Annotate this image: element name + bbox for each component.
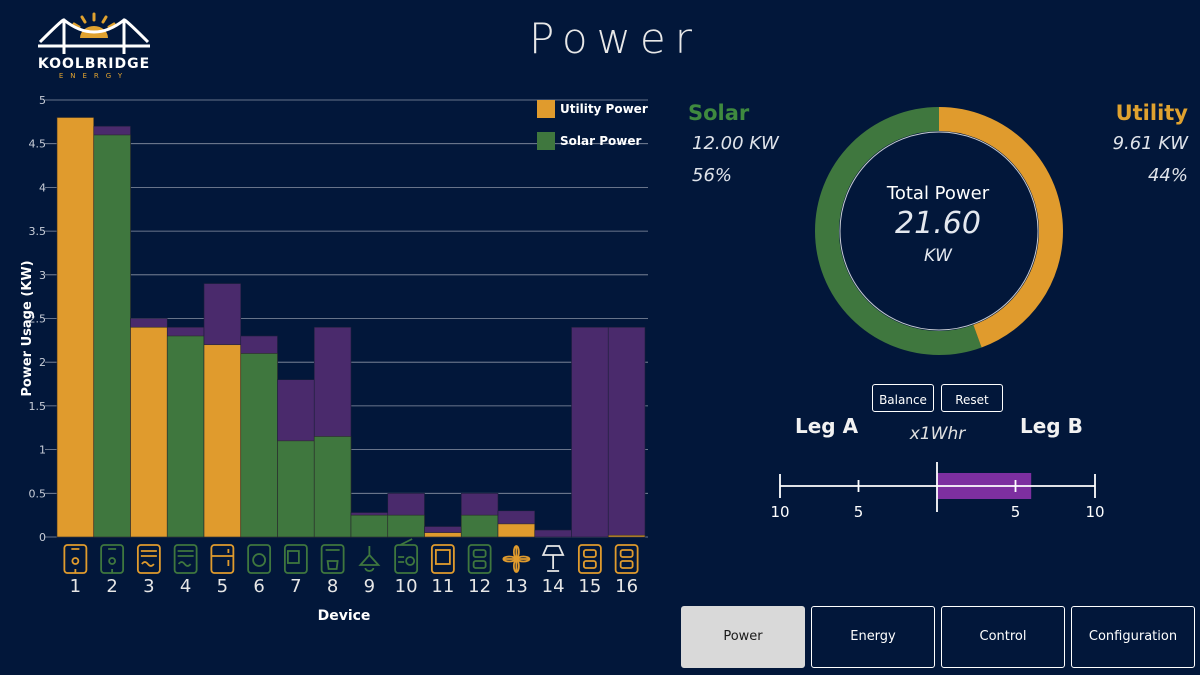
y-tick-label: 3.5: [29, 225, 47, 238]
x-tick-label: 16: [615, 576, 638, 597]
y-tick-label: 1.5: [29, 400, 47, 413]
legend-swatch-0: [537, 100, 555, 118]
utility-label: Utility: [1115, 101, 1188, 125]
leg-a-label: Leg A: [795, 414, 859, 438]
leg-scale-label: 5: [854, 503, 864, 521]
outlet-icon: [577, 544, 602, 574]
refrigerator-icon: [210, 544, 235, 574]
bar-device-15-other: [571, 326, 609, 538]
x-tick-label: 15: [578, 576, 601, 597]
television-icon: [430, 544, 455, 574]
y-tick-label: 2: [39, 356, 46, 369]
x-tick-label: 10: [395, 576, 418, 597]
x-tick-label: 4: [180, 576, 191, 597]
solar-kw: 12.00 KW: [692, 133, 779, 154]
x-tick-label: 13: [505, 576, 528, 597]
outlet-icon: [614, 544, 639, 574]
x-tick-label: 7: [290, 576, 301, 597]
bar-device-4-solar: [166, 335, 205, 538]
leg-scale-label: 10: [770, 503, 789, 521]
total-power-label: Total Power: [886, 183, 990, 204]
water-heater-icon: [63, 544, 88, 574]
y-tick-label: 3: [39, 269, 46, 282]
bar-device-8-solar: [313, 436, 352, 538]
y-tick-label: 4.5: [29, 138, 47, 151]
utility-pct: 44%: [1147, 165, 1188, 186]
nav-power-button[interactable]: Power: [681, 606, 805, 668]
radio-icon: [394, 538, 419, 574]
bar-device-11-utility: [424, 532, 462, 538]
outlet-icon: [467, 544, 492, 574]
bar-device-13-utility: [497, 523, 536, 538]
x-tick-label: 1: [70, 576, 81, 597]
bar-device-16-other: [607, 326, 646, 538]
utility-kw: 9.61 KW: [1112, 133, 1188, 154]
x-tick-label: 3: [143, 576, 154, 597]
washer-icon: [247, 544, 272, 574]
x-tick-label: 9: [364, 576, 375, 597]
coffee-maker-icon: [320, 544, 345, 574]
page-title: Power: [529, 14, 701, 63]
microwave-icon: [283, 544, 308, 574]
y-tick-label: 0.5: [29, 487, 47, 500]
bar-device-5-utility: [203, 344, 242, 538]
bar-device-3-utility: [130, 326, 168, 538]
ceiling-light-icon: [358, 546, 381, 572]
reset-button[interactable]: Reset: [941, 384, 1003, 412]
bar-device-16-utility: [607, 534, 646, 538]
nav-configuration-button[interactable]: Configuration: [1071, 606, 1195, 668]
legend-label-1: Solar Power: [560, 134, 641, 148]
lamp-icon: [541, 545, 565, 572]
bar-device-2-solar: [93, 134, 131, 538]
donut-inner-ring: [839, 131, 1039, 331]
x-tick-label: 2: [106, 576, 117, 597]
x-tick-label: 8: [327, 576, 338, 597]
bar-device-12-solar: [460, 514, 499, 538]
bar-device-10-solar: [387, 514, 425, 538]
x-axis-label: Device: [318, 608, 371, 624]
bar-device-6-solar: [240, 353, 278, 538]
nav-control-button[interactable]: Control: [941, 606, 1065, 668]
x-tick-label: 5: [217, 576, 228, 597]
x-tick-label: 12: [468, 576, 491, 597]
y-tick-label: 1: [39, 444, 46, 457]
legend-swatch-1: [537, 132, 555, 150]
total-power-unit: KW: [924, 246, 952, 266]
nav-energy-button[interactable]: Energy: [811, 606, 935, 668]
y-tick-label: 0: [39, 531, 46, 544]
solar-label: Solar: [688, 101, 750, 125]
logo-subtitle: ENERGY: [58, 72, 130, 80]
bar-device-14-other: [534, 529, 572, 538]
y-tick-label: 2.5: [29, 313, 47, 326]
x-tick-label: 11: [431, 576, 454, 597]
bar-device-9-solar: [350, 514, 389, 538]
bar-device-7-solar: [277, 440, 315, 538]
logo-name: KOOLBRIDGE: [37, 56, 151, 72]
fan-icon: [502, 545, 531, 573]
total-power-value: 21.60: [895, 206, 981, 241]
x-tick-label: 6: [253, 576, 264, 597]
leg-scale-label: 5: [1011, 503, 1021, 521]
solar-pct: 56%: [692, 165, 733, 186]
legend-label-0: Utility Power: [560, 102, 648, 116]
air-conditioner-icon: [136, 544, 161, 574]
leg-balance-bar: 10 5 5 10: [770, 462, 1105, 521]
y-axis-label: Power Usage (KW): [20, 260, 35, 396]
bridge-sun-icon: [38, 12, 150, 54]
y-tick-label: 4: [39, 181, 46, 194]
balance-button[interactable]: Balance: [872, 384, 934, 412]
total-power-donut: [815, 107, 1063, 355]
y-tick-label: 5: [39, 94, 46, 107]
leg-b-label: Leg B: [1020, 414, 1083, 438]
koolbridge-logo: KOOLBRIDGE ENERGY: [36, 8, 152, 80]
water-heater-icon: [100, 544, 125, 574]
air-conditioner-icon: [173, 544, 198, 574]
x-tick-label: 14: [542, 576, 565, 597]
leg-unit: x1Whr: [909, 424, 966, 444]
leg-scale-label: 10: [1085, 503, 1104, 521]
bar-device-1-utility: [56, 117, 95, 538]
donut-utility-segment: [815, 107, 1063, 355]
